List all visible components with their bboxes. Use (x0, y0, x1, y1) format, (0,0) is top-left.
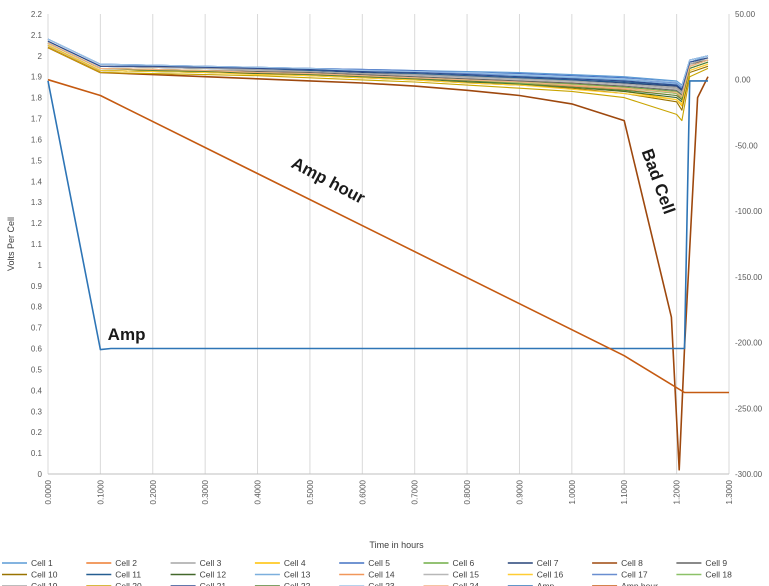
x-tick-label: 1.1000 (620, 479, 629, 504)
x-tick-label: 0.0000 (44, 479, 53, 504)
annotation-label: Amp hour (288, 153, 368, 208)
y-tick-label: 1.2 (31, 219, 43, 228)
y2-tick-label: -300.00 (735, 470, 763, 479)
annotation-label: Amp (108, 325, 146, 344)
x-tick-label: 1.2000 (673, 479, 682, 504)
legend-label: Cell 2 (115, 558, 137, 568)
legend-label: Cell 9 (705, 558, 727, 568)
series-line-cell-20 (47, 47, 709, 122)
y-tick-label: 0.1 (31, 449, 43, 458)
legend-label: Cell 8 (621, 558, 643, 568)
y-tick-label: 1 (38, 261, 43, 270)
series-line-cell-23 (47, 38, 709, 87)
x-tick-label: 0.2000 (149, 479, 158, 504)
series-line-cell-16 (47, 44, 709, 105)
legend-label: Cell 24 (453, 581, 480, 586)
legend-label: Cell 23 (368, 581, 395, 586)
series-line-cell-21 (47, 40, 709, 90)
legend-label: Cell 22 (284, 581, 311, 586)
y-tick-label: 0.8 (31, 303, 43, 312)
y2-tick-label: 50.00 (735, 10, 756, 19)
x-tick-label: 0.8000 (463, 479, 472, 504)
legend-label: Amp hour (621, 581, 658, 586)
y2-tick-label: -100.00 (735, 207, 763, 216)
legend-label: Cell 11 (115, 570, 141, 580)
x-tick-label: 1.3000 (725, 479, 734, 504)
legend-label: Cell 3 (200, 558, 222, 568)
legend-label: Amp (537, 581, 555, 586)
y-tick-label: 1.8 (31, 94, 43, 103)
y2-tick-label: 0.00 (735, 76, 751, 85)
y-tick-label: 1.7 (31, 115, 43, 124)
y-axis-title: Volts Per Cell (6, 217, 16, 271)
x-tick-label: 0.3000 (201, 479, 210, 504)
legend: Cell 1 Cell 2 Cell 3 Cell 4 Cell 5 Cell 6 Cell… (2, 558, 732, 586)
y-tick-label: 0.4 (31, 386, 43, 395)
legend-label: Cell 13 (284, 570, 311, 580)
series-line-cell-8 (47, 46, 709, 471)
y-tick-label: 1.1 (31, 240, 43, 249)
y-tick-label: 0.3 (31, 407, 43, 416)
y-tick-label: 2 (38, 52, 43, 61)
legend-label: Cell 17 (621, 570, 648, 580)
legend-label: Cell 6 (453, 558, 475, 568)
y-tick-label: 1.4 (31, 177, 43, 186)
x-tick-label: 0.7000 (411, 479, 420, 504)
y-tick-label: 1.5 (31, 156, 43, 165)
series-line-cell-22 (47, 42, 709, 101)
y-tick-label: 1.6 (31, 135, 43, 144)
legend-label: Cell 19 (31, 581, 58, 586)
y-tick-label: 1.9 (31, 73, 43, 82)
legend-label: Cell 7 (537, 558, 559, 568)
x-tick-label: 0.6000 (358, 479, 367, 504)
y2-tick-label: -200.00 (735, 339, 763, 348)
legend-label: Cell 1 (31, 558, 53, 568)
legend-label: Cell 16 (537, 570, 564, 580)
y-tick-label: 0 (38, 470, 43, 479)
legend-label: Cell 12 (200, 570, 227, 580)
x-axis-title: Time in hours (369, 540, 424, 550)
series-lines (47, 38, 729, 471)
y2-tick-label: -250.00 (735, 404, 763, 413)
legend-label: Cell 10 (31, 570, 58, 580)
legend-label: Cell 20 (115, 581, 142, 586)
y-tick-label: 0.9 (31, 282, 43, 291)
series-line-cell-19 (47, 40, 709, 93)
y-tick-label: 2.1 (31, 31, 43, 40)
y-tick-label: 0.6 (31, 345, 43, 354)
legend-label: Cell 18 (705, 570, 732, 580)
y2-tick-label: -150.00 (735, 273, 763, 282)
x-tick-label: 1.0000 (568, 479, 577, 504)
y-tick-label: 2.2 (31, 10, 43, 19)
legend-label: Cell 4 (284, 558, 306, 568)
x-tick-label: 0.4000 (254, 479, 263, 504)
legend-label: Cell 21 (200, 581, 227, 586)
axes: 0.0000 0.1000 0.2000 0.3000 0.4000 0.5000 0.60… (6, 10, 763, 550)
y2-tick-label: -50.00 (735, 141, 758, 150)
annotation-label: Bad Cell (638, 146, 679, 216)
legend-label: Cell 5 (368, 558, 390, 568)
y-tick-label: 0.2 (31, 428, 43, 437)
legend-label: Cell 14 (368, 570, 395, 580)
annotations: Amp Amp hour Bad Cell (108, 146, 679, 344)
x-tick-label: 0.5000 (306, 479, 315, 504)
y-tick-label: 1.3 (31, 198, 43, 207)
y-tick-label: 0.7 (31, 324, 43, 333)
x-tick-label: 0.1000 (96, 479, 105, 504)
series-line-cell-24 (47, 42, 709, 98)
y-tick-label: 0.5 (31, 365, 43, 374)
series-line-amp (47, 80, 708, 351)
legend-label: Cell 15 (453, 570, 480, 580)
x-tick-label: 0.9000 (515, 479, 524, 504)
series-line-amp-hour (47, 78, 729, 394)
